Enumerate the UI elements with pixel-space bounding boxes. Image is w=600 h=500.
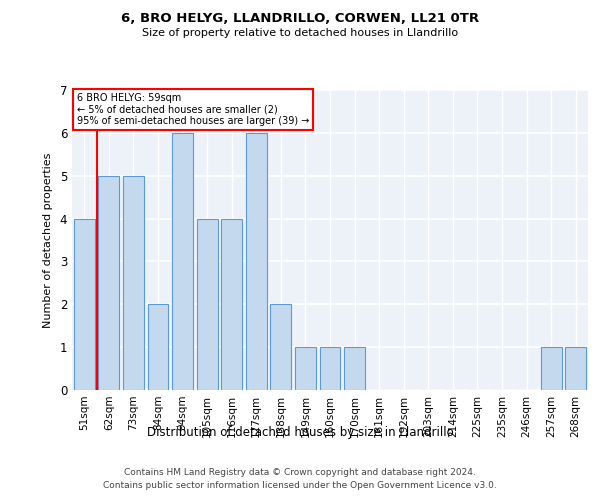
Bar bbox=[271, 304, 292, 390]
Bar bbox=[98, 176, 119, 390]
Text: Contains public sector information licensed under the Open Government Licence v3: Contains public sector information licen… bbox=[103, 480, 497, 490]
Bar bbox=[565, 347, 586, 390]
Bar bbox=[541, 347, 562, 390]
Text: Distribution of detached houses by size in Llandrillo: Distribution of detached houses by size … bbox=[146, 426, 454, 439]
Text: 6 BRO HELYG: 59sqm
← 5% of detached houses are smaller (2)
95% of semi-detached : 6 BRO HELYG: 59sqm ← 5% of detached hous… bbox=[77, 93, 310, 126]
Bar bbox=[197, 218, 218, 390]
Bar bbox=[344, 347, 365, 390]
Bar bbox=[172, 133, 193, 390]
Bar bbox=[246, 133, 267, 390]
Bar bbox=[74, 218, 95, 390]
Bar bbox=[123, 176, 144, 390]
Bar bbox=[221, 218, 242, 390]
Bar bbox=[148, 304, 169, 390]
Text: Size of property relative to detached houses in Llandrillo: Size of property relative to detached ho… bbox=[142, 28, 458, 38]
Text: 6, BRO HELYG, LLANDRILLO, CORWEN, LL21 0TR: 6, BRO HELYG, LLANDRILLO, CORWEN, LL21 0… bbox=[121, 12, 479, 26]
Bar bbox=[320, 347, 340, 390]
Text: Contains HM Land Registry data © Crown copyright and database right 2024.: Contains HM Land Registry data © Crown c… bbox=[124, 468, 476, 477]
Y-axis label: Number of detached properties: Number of detached properties bbox=[43, 152, 53, 328]
Bar bbox=[295, 347, 316, 390]
